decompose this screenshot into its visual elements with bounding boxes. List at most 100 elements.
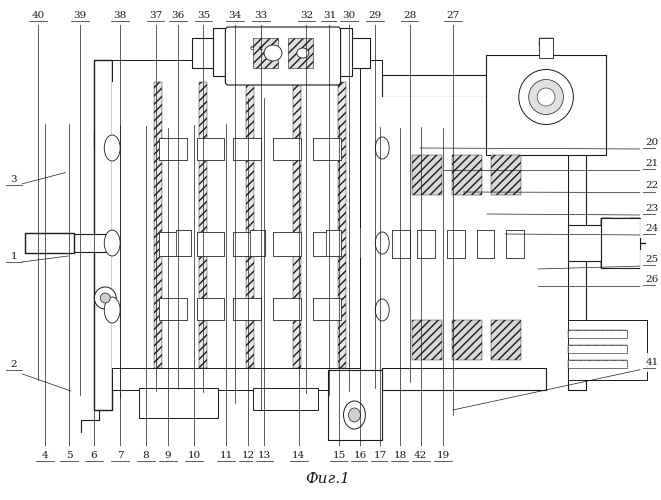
Bar: [447, 230, 465, 258]
Text: 37: 37: [149, 11, 162, 20]
Text: 18: 18: [394, 451, 407, 460]
Bar: [451, 320, 481, 360]
Text: 23: 23: [645, 204, 658, 213]
Text: 21: 21: [645, 159, 658, 168]
FancyBboxPatch shape: [225, 27, 340, 85]
Ellipse shape: [104, 297, 120, 323]
Bar: [293, 82, 301, 368]
Ellipse shape: [375, 299, 389, 321]
Bar: [568, 360, 627, 368]
Text: 15: 15: [332, 451, 346, 460]
Bar: [251, 230, 265, 256]
Bar: [486, 55, 500, 155]
Bar: [176, 230, 190, 256]
Bar: [233, 298, 261, 320]
Bar: [192, 38, 370, 68]
Bar: [568, 115, 586, 390]
Text: 16: 16: [354, 451, 367, 460]
Bar: [253, 388, 318, 410]
Text: 40: 40: [32, 11, 45, 20]
Bar: [486, 55, 605, 71]
Bar: [233, 232, 261, 256]
Bar: [506, 230, 524, 258]
Bar: [233, 298, 261, 320]
Bar: [198, 82, 206, 368]
Text: 41: 41: [645, 358, 658, 367]
Ellipse shape: [95, 287, 116, 309]
Bar: [477, 230, 494, 258]
Bar: [273, 232, 301, 256]
Bar: [568, 320, 647, 380]
Bar: [372, 385, 382, 440]
Bar: [95, 60, 112, 410]
Bar: [214, 28, 352, 76]
Text: 26: 26: [645, 275, 658, 284]
Bar: [313, 138, 340, 160]
Bar: [451, 155, 481, 195]
Bar: [568, 320, 647, 380]
Ellipse shape: [297, 48, 309, 58]
Ellipse shape: [100, 293, 110, 303]
Bar: [313, 232, 340, 256]
Ellipse shape: [519, 70, 573, 124]
Bar: [382, 228, 568, 258]
Bar: [112, 60, 368, 82]
Bar: [253, 388, 318, 410]
Bar: [251, 230, 265, 256]
Bar: [48, 247, 112, 252]
Text: 31: 31: [323, 11, 336, 20]
Text: 22: 22: [645, 182, 658, 190]
Text: 39: 39: [73, 11, 87, 20]
Text: 5: 5: [65, 451, 72, 460]
Bar: [412, 155, 442, 195]
Bar: [313, 138, 340, 160]
Text: 17: 17: [373, 451, 387, 460]
Bar: [253, 38, 278, 68]
Bar: [139, 388, 218, 418]
Ellipse shape: [344, 401, 366, 429]
Bar: [539, 38, 553, 46]
Bar: [313, 298, 340, 320]
Bar: [196, 138, 224, 160]
Bar: [417, 230, 435, 258]
Text: 19: 19: [436, 451, 449, 460]
Bar: [360, 60, 382, 390]
Bar: [139, 388, 218, 418]
Ellipse shape: [348, 408, 360, 422]
Text: 6: 6: [91, 451, 97, 460]
Text: 14: 14: [292, 451, 305, 460]
Bar: [159, 232, 186, 256]
Bar: [382, 75, 576, 97]
Bar: [196, 232, 224, 256]
Text: 38: 38: [114, 11, 127, 20]
Bar: [392, 230, 410, 258]
Bar: [273, 232, 301, 256]
Bar: [382, 295, 568, 317]
Ellipse shape: [537, 88, 555, 106]
Bar: [159, 138, 186, 160]
Bar: [273, 138, 301, 160]
Ellipse shape: [264, 45, 282, 61]
Bar: [112, 60, 368, 82]
Bar: [112, 228, 500, 258]
Bar: [112, 295, 360, 323]
Text: 27: 27: [446, 11, 459, 20]
Bar: [568, 225, 625, 261]
Text: 9: 9: [165, 451, 171, 460]
Bar: [392, 230, 410, 258]
Bar: [539, 38, 553, 58]
Text: 30: 30: [342, 11, 356, 20]
Text: 13: 13: [258, 451, 271, 460]
Text: 28: 28: [403, 11, 416, 20]
Bar: [273, 298, 301, 320]
Bar: [568, 345, 627, 353]
Bar: [288, 38, 313, 68]
Text: e  e: e e: [250, 45, 262, 51]
Text: 32: 32: [300, 11, 313, 20]
Text: 36: 36: [171, 11, 184, 20]
Bar: [112, 82, 360, 368]
Bar: [154, 82, 162, 368]
Bar: [486, 55, 605, 155]
Bar: [326, 230, 340, 256]
Bar: [382, 200, 568, 222]
